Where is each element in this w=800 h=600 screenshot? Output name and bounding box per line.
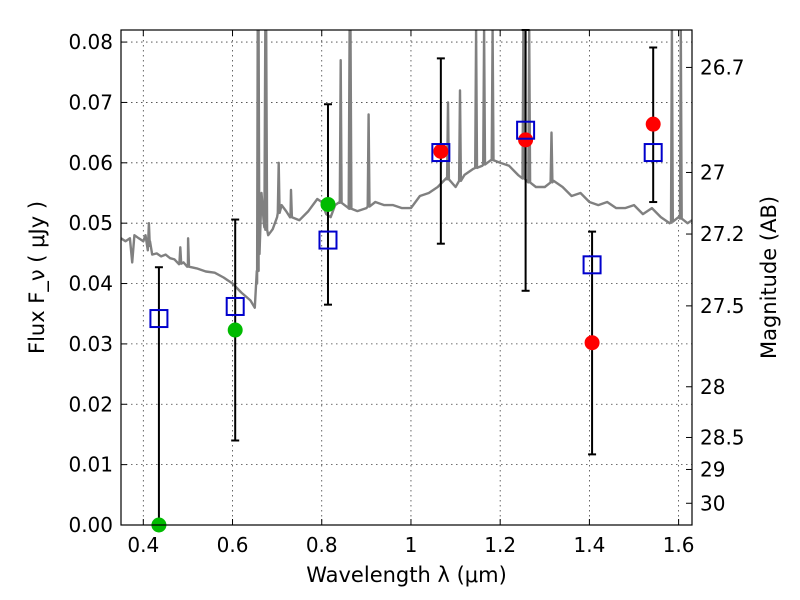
spectrum-line <box>121 30 692 309</box>
y-tick-label: 0.04 <box>68 272 113 296</box>
right-tick-label: 29 <box>700 457 725 481</box>
right-tick-label: 27.2 <box>700 222 745 246</box>
y-tick-label: 0.08 <box>68 30 113 54</box>
plot-frame <box>120 29 693 526</box>
x-axis-title: Wavelength λ (μm) <box>306 563 507 587</box>
observed-point <box>518 132 534 148</box>
spectrum-layer <box>121 30 692 309</box>
right-tick-label: 26.7 <box>700 55 745 79</box>
y-tick-label: 0.01 <box>68 453 113 477</box>
model-square <box>225 296 245 316</box>
x-tick-label: 0.8 <box>306 533 338 557</box>
observed-point <box>320 196 336 212</box>
y-axis-title: Flux F_ν ( μJy ) <box>25 201 50 354</box>
right-tick-label: 27.5 <box>700 294 745 318</box>
observed-point <box>584 335 600 351</box>
marker-layer <box>149 116 663 533</box>
right-tick-label: 28.5 <box>700 425 745 449</box>
x-tick-label: 1 <box>405 533 418 557</box>
y-tick-label: 0.05 <box>68 211 113 235</box>
observed-point <box>645 116 661 132</box>
model-square <box>516 120 536 140</box>
model-square <box>318 230 338 250</box>
right-tick-label: 28 <box>700 375 725 399</box>
right-tick-label: 30 <box>700 491 725 515</box>
y-tick-label: 0.06 <box>68 151 113 175</box>
x-tick-label: 0.4 <box>127 533 159 557</box>
observed-point <box>433 143 449 159</box>
x-tick-label: 1.2 <box>484 533 516 557</box>
y-tick-label: 0.00 <box>68 513 113 537</box>
y-tick-label: 0.07 <box>68 90 113 114</box>
model-square <box>582 255 602 275</box>
right-tick-label: 27 <box>700 160 725 184</box>
right-axis-title: Magnitude (AB) <box>757 196 781 359</box>
errorbar-layer <box>154 29 658 526</box>
model-square <box>431 143 451 163</box>
x-tick-label: 1.4 <box>573 533 605 557</box>
model-square <box>149 309 169 329</box>
tick-layer: 0.4 0.6 0.8 1 1.2 1.4 1.6 0.00 0.01 0.02 0.03 0.04 0… <box>68 30 745 557</box>
observed-point <box>227 322 243 338</box>
x-tick-label: 0.6 <box>217 533 249 557</box>
y-tick-label: 0.03 <box>68 332 113 356</box>
y-tick-label: 0.02 <box>68 392 113 416</box>
model-square <box>643 143 663 163</box>
grid-layer <box>121 30 692 526</box>
x-tick-label: 1.6 <box>663 533 695 557</box>
